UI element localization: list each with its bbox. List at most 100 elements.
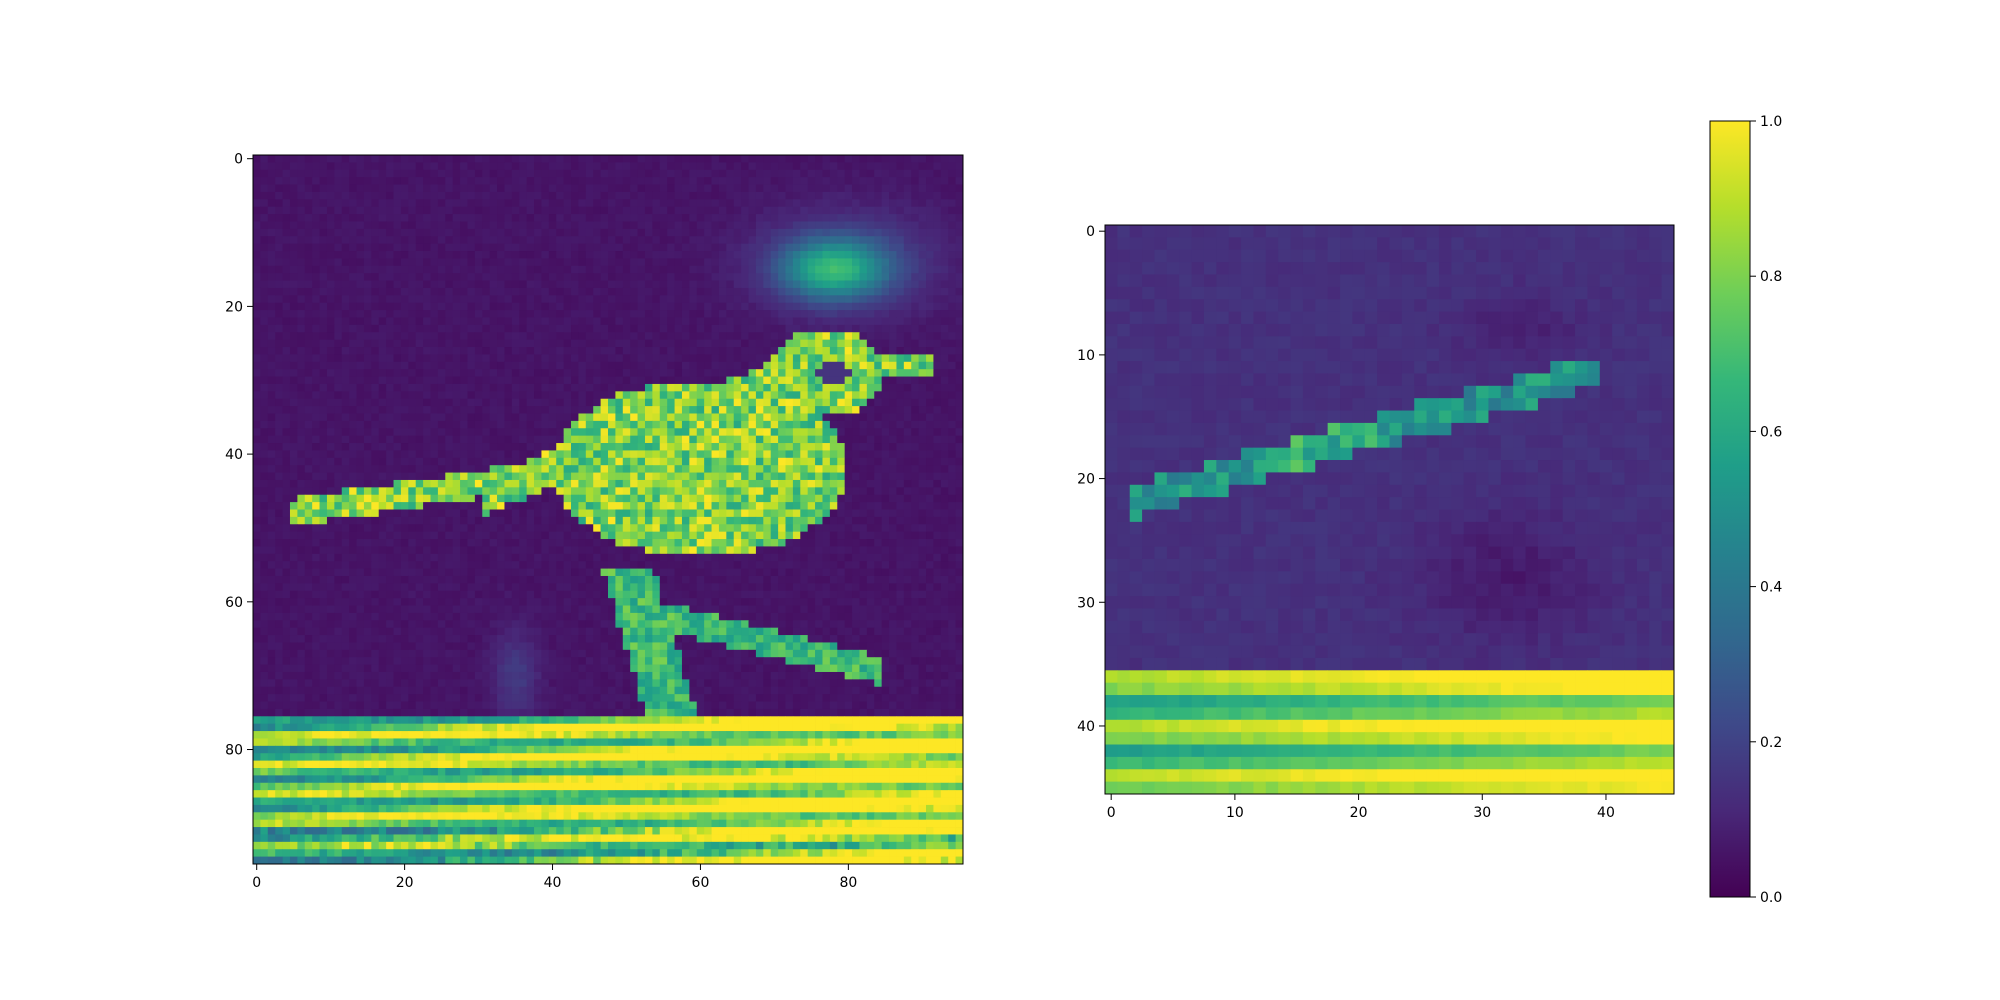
left-heatmap-cell bbox=[453, 162, 461, 170]
left-heatmap-cell bbox=[475, 258, 483, 266]
left-heatmap-cell bbox=[704, 524, 712, 532]
left-heatmap-cell bbox=[394, 413, 402, 421]
left-heatmap-cell bbox=[719, 236, 727, 244]
left-heatmap-cell bbox=[719, 229, 727, 237]
left-heatmap-cell bbox=[467, 495, 475, 503]
left-heatmap-cell bbox=[571, 155, 579, 163]
left-heatmap-cell bbox=[519, 207, 527, 215]
left-heatmap-cell bbox=[386, 532, 394, 540]
left-heatmap-cell bbox=[260, 317, 268, 325]
left-heatmap-cell bbox=[734, 221, 742, 229]
left-heatmap-cell bbox=[904, 325, 912, 333]
left-heatmap-cell bbox=[578, 266, 586, 274]
left-heatmap-cell bbox=[763, 428, 771, 436]
left-heatmap-cell bbox=[786, 221, 794, 229]
left-heatmap-cell bbox=[719, 473, 727, 481]
left-heatmap-cell bbox=[556, 524, 564, 532]
left-heatmap-cell bbox=[763, 369, 771, 377]
left-heatmap-cell bbox=[601, 413, 609, 421]
left-heatmap-cell bbox=[867, 214, 875, 222]
left-heatmap-cell bbox=[401, 354, 409, 362]
left-heatmap-cell bbox=[386, 510, 394, 518]
left-heatmap-cell bbox=[320, 236, 328, 244]
left-heatmap-cell bbox=[682, 502, 690, 510]
left-heatmap-cell bbox=[667, 192, 675, 200]
left-heatmap-cell bbox=[689, 487, 697, 495]
left-heatmap-cell bbox=[578, 317, 586, 325]
left-heatmap-cell bbox=[919, 347, 927, 355]
left-heatmap-cell bbox=[541, 340, 549, 348]
left-heatmap-cell bbox=[845, 532, 853, 540]
left-heatmap-cell bbox=[904, 524, 912, 532]
left-heatmap-cell bbox=[467, 281, 475, 289]
left-heatmap-cell bbox=[837, 428, 845, 436]
left-heatmap-cell bbox=[482, 495, 490, 503]
left-heatmap-cell bbox=[734, 458, 742, 466]
left-heatmap-cell bbox=[364, 517, 372, 525]
left-heatmap-cell bbox=[882, 199, 890, 207]
left-heatmap-cell bbox=[645, 303, 653, 311]
left-heatmap-cell bbox=[260, 347, 268, 355]
left-heatmap-cell bbox=[948, 229, 956, 237]
left-heatmap-cell bbox=[268, 281, 276, 289]
left-heatmap-cell bbox=[689, 273, 697, 281]
left-heatmap-cell bbox=[800, 221, 808, 229]
left-heatmap-cell bbox=[712, 177, 720, 185]
left-heatmap-cell bbox=[682, 185, 690, 193]
left-heatmap-cell bbox=[556, 229, 564, 237]
left-heatmap-cell bbox=[305, 428, 313, 436]
left-heatmap-cell bbox=[889, 391, 897, 399]
left-heatmap-cell bbox=[490, 399, 498, 407]
left-heatmap-cell bbox=[371, 347, 379, 355]
left-heatmap-cell bbox=[763, 281, 771, 289]
left-heatmap-cell bbox=[556, 258, 564, 266]
left-heatmap-cell bbox=[830, 487, 838, 495]
left-heatmap-cell bbox=[712, 281, 720, 289]
left-heatmap-cell bbox=[431, 428, 439, 436]
left-heatmap-cell bbox=[482, 532, 490, 540]
left-heatmap-cell bbox=[867, 391, 875, 399]
left-heatmap-cell bbox=[431, 281, 439, 289]
left-heatmap-cell bbox=[482, 229, 490, 237]
left-heatmap-cell bbox=[401, 162, 409, 170]
left-heatmap-cell bbox=[297, 162, 305, 170]
left-heatmap-cell bbox=[401, 517, 409, 525]
left-heatmap-cell bbox=[948, 443, 956, 451]
left-heatmap-cell bbox=[830, 155, 838, 163]
left-heatmap-cell bbox=[874, 532, 882, 540]
left-heatmap-cell bbox=[283, 295, 291, 303]
left-heatmap-cell bbox=[460, 155, 468, 163]
left-heatmap-cell bbox=[652, 266, 660, 274]
left-heatmap-cell bbox=[571, 384, 579, 392]
left-heatmap-cell bbox=[645, 229, 653, 237]
left-heatmap-cell bbox=[719, 362, 727, 370]
left-heatmap-cell bbox=[534, 177, 542, 185]
left-heatmap-cell bbox=[601, 303, 609, 311]
left-heatmap-cell bbox=[527, 317, 535, 325]
left-heatmap-cell bbox=[386, 399, 394, 407]
left-heatmap-cell bbox=[386, 340, 394, 348]
left-heatmap-cell bbox=[697, 266, 705, 274]
left-heatmap-cell bbox=[534, 354, 542, 362]
left-heatmap-cell bbox=[948, 199, 956, 207]
left-heatmap-cell bbox=[327, 384, 335, 392]
left-heatmap-cell bbox=[283, 362, 291, 370]
left-heatmap-cell bbox=[534, 495, 542, 503]
left-heatmap-cell bbox=[786, 399, 794, 407]
left-heatmap-cell bbox=[312, 502, 320, 510]
left-heatmap-cell bbox=[704, 369, 712, 377]
left-heatmap-cell bbox=[334, 281, 342, 289]
left-heatmap-cell bbox=[660, 413, 668, 421]
left-heatmap-cell bbox=[512, 221, 520, 229]
left-heatmap-cell bbox=[408, 229, 416, 237]
left-heatmap-cell bbox=[490, 221, 498, 229]
left-heatmap-cell bbox=[704, 258, 712, 266]
left-heatmap-cell bbox=[467, 413, 475, 421]
left-heatmap-cell bbox=[268, 413, 276, 421]
left-heatmap-cell bbox=[704, 185, 712, 193]
left-heatmap-cell bbox=[601, 362, 609, 370]
left-heatmap-cell bbox=[926, 502, 934, 510]
left-heatmap-cell bbox=[771, 170, 779, 178]
left-heatmap-cell bbox=[541, 399, 549, 407]
left-heatmap-cell bbox=[660, 207, 668, 215]
